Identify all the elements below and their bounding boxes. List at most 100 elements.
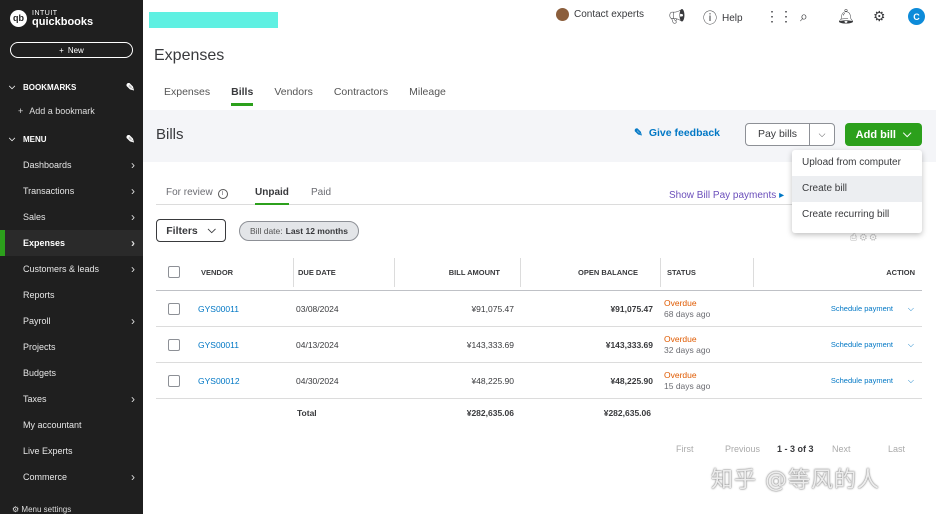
contact-experts-button[interactable]: Contact experts <box>556 8 644 21</box>
menu-label: MENU <box>23 134 47 144</box>
edit-bookmarks-pencil-icon[interactable]: ✎ <box>125 81 135 94</box>
pager-first[interactable]: First <box>676 444 694 454</box>
table-tools-icons[interactable]: ⎙ ⚙ ⚙ <box>850 232 877 242</box>
pager-last[interactable]: Last <box>888 444 906 454</box>
menu-item-create-recurring-bill[interactable]: Create recurring bill <box>802 209 890 220</box>
sidebar-item-reports[interactable]: Reports <box>0 282 143 308</box>
add-bookmark-link[interactable]: + Add a bookmark <box>18 106 95 116</box>
sidebar-item-payroll[interactable]: Payroll › <box>0 308 143 334</box>
show-bill-pay-payments-link[interactable]: Show Bill Pay payments ▸ <box>669 190 784 201</box>
row-actions-chevron-down-icon[interactable]: ⌵ <box>907 303 914 313</box>
pay-bills-chevron-down-icon[interactable]: ⌵ <box>818 129 826 139</box>
row-actions-chevron-down-icon[interactable]: ⌵ <box>907 339 914 349</box>
sidebar-item-commerce[interactable]: Commerce › <box>0 464 143 490</box>
bills-title: Bills <box>156 126 184 143</box>
page-tabs: Expenses Bills Vendors Contractors Mileage <box>164 86 467 106</box>
bill-date-filter-chip[interactable]: Bill date: Last 12 months <box>239 221 359 241</box>
search-button[interactable]: ⌕ <box>800 8 808 25</box>
pay-bills-split-button: Pay bills ⌵ <box>745 123 835 146</box>
menu-settings-link[interactable]: ⚙ Menu settings <box>12 505 72 514</box>
row-checkbox[interactable] <box>168 374 180 387</box>
sidebar-item-label: My accountant <box>23 420 82 430</box>
pager-next[interactable]: Next <box>832 444 851 454</box>
header-vendor[interactable]: VENDOR <box>201 267 234 277</box>
header-open-balance[interactable]: OPEN BALANCE <box>577 267 638 277</box>
add-bill-label: Add bill <box>855 128 896 141</box>
add-bill-button[interactable]: Add bill ⌵ <box>845 123 922 146</box>
table-row[interactable]: GYS00012 04/30/2024 ¥48,225.90 ¥48,225.90 Ov… <box>156 363 922 399</box>
chevron-right-icon: › <box>131 158 135 172</box>
sidebar-item-budgets[interactable]: Budgets <box>0 360 143 386</box>
bookmarks-section-toggle[interactable]: ⌵ BOOKMARKS ✎ <box>0 77 143 97</box>
pay-bills-button[interactable]: Pay bills <box>746 124 810 145</box>
tab-vendors[interactable]: Vendors <box>274 86 313 98</box>
user-menu-button[interactable]: C <box>908 8 925 25</box>
expert-avatar-icon <box>556 8 569 21</box>
status-cell: Overdue 68 days ago <box>664 291 710 326</box>
row-checkbox[interactable] <box>168 338 180 351</box>
sidebar-item-customers-leads[interactable]: Customers & leads › <box>0 256 143 282</box>
row-checkbox-cell <box>168 327 180 362</box>
quickbooks-logo[interactable]: qb INTUIT quickbooks <box>10 9 93 28</box>
sidebar-item-label: Taxes <box>23 394 47 404</box>
bill-status-tabs: For review i Unpaid Paid <box>156 180 796 205</box>
menu-item-upload-from-computer[interactable]: Upload from computer <box>802 157 901 168</box>
redacted-search-area[interactable] <box>149 12 278 28</box>
new-button[interactable]: + New <box>10 42 133 58</box>
vendor-link[interactable]: GYS00012 <box>198 375 240 386</box>
vendor-link[interactable]: GYS00011 <box>198 339 239 350</box>
tab-expenses[interactable]: Expenses <box>164 86 211 98</box>
tab-unpaid[interactable]: Unpaid <box>255 187 289 205</box>
sidebar-item-my-accountant[interactable]: My accountant <box>0 412 143 438</box>
sidebar-item-label: Commerce <box>23 472 68 482</box>
tab-for-review[interactable]: For review i <box>166 187 228 199</box>
zhihu-watermark: 知乎 @等风的人 <box>711 468 880 493</box>
tab-mileage[interactable]: Mileage <box>409 86 446 98</box>
row-actions-chevron-down-icon[interactable]: ⌵ <box>907 375 914 385</box>
table-row[interactable]: GYS00011 04/13/2024 ¥143,333.69 ¥143,333.69… <box>156 327 922 363</box>
new-button-label: New <box>67 45 84 55</box>
sidebar-item-projects[interactable]: Projects <box>0 334 143 360</box>
sidebar-item-transactions[interactable]: Transactions › <box>0 178 143 204</box>
header-due-date[interactable]: DUE DATE <box>298 267 336 277</box>
menu-section-toggle[interactable]: ⌵ MENU ✎ <box>0 129 143 149</box>
tab-bills[interactable]: Bills <box>231 86 254 106</box>
header-status[interactable]: STATUS <box>667 267 696 277</box>
schedule-payment-link[interactable]: Schedule payment <box>830 340 893 349</box>
column-divider <box>394 258 395 287</box>
apps-button[interactable]: ⋮⋮ <box>765 8 793 25</box>
notifications-button[interactable]: 🔔︎ <box>837 8 855 25</box>
chip-prefix: Bill date: <box>250 226 283 236</box>
due-date: 04/30/2024 <box>296 375 339 386</box>
row-checkbox[interactable] <box>168 302 180 315</box>
give-feedback-link[interactable]: ✎ Give feedback <box>634 127 720 139</box>
sidebar-item-sales[interactable]: Sales › <box>0 204 143 230</box>
info-icon[interactable]: i <box>217 189 228 199</box>
tab-contractors[interactable]: Contractors <box>333 86 389 98</box>
header-bill-amount[interactable]: BILL AMOUNT <box>448 267 500 277</box>
select-all-checkbox[interactable] <box>168 266 180 278</box>
menu-item-create-bill[interactable]: Create bill <box>792 176 922 202</box>
sidebar-item-dashboards[interactable]: Dashboards › <box>0 152 143 178</box>
search-icon: ⌕ <box>800 8 808 24</box>
pager-previous[interactable]: Previous <box>725 444 761 454</box>
sidebar-item-live-experts[interactable]: Live Experts <box>0 438 143 464</box>
sidebar-item-expenses[interactable]: Expenses › <box>0 230 143 256</box>
help-button[interactable]: ⓘ Help <box>703 8 743 28</box>
settings-button[interactable]: ⚙ <box>873 8 886 25</box>
edit-menu-pencil-icon[interactable]: ✎ <box>125 133 135 146</box>
add-bookmark-label: Add a bookmark <box>29 106 95 116</box>
announcements-button[interactable]: 📢︎ <box>668 8 686 25</box>
tab-paid[interactable]: Paid <box>311 187 332 198</box>
vendor-link[interactable]: GYS00011 <box>198 303 239 314</box>
row-checkbox-cell <box>168 363 180 398</box>
total-label: Total <box>297 408 317 418</box>
table-row[interactable]: GYS00011 03/08/2024 ¥91,075.47 ¥91,075.47 Ov… <box>156 291 922 327</box>
schedule-payment-link[interactable]: Schedule payment <box>830 304 893 313</box>
filters-button[interactable]: Filters ⌵ <box>156 219 226 242</box>
sidebar-item-taxes[interactable]: Taxes › <box>0 386 143 412</box>
schedule-payment-link[interactable]: Schedule payment <box>830 376 893 385</box>
open-balance: ¥143,333.69 <box>605 339 653 350</box>
days-overdue: 15 days ago <box>664 381 711 391</box>
total-open-balance: ¥282,635.06 <box>603 408 651 418</box>
